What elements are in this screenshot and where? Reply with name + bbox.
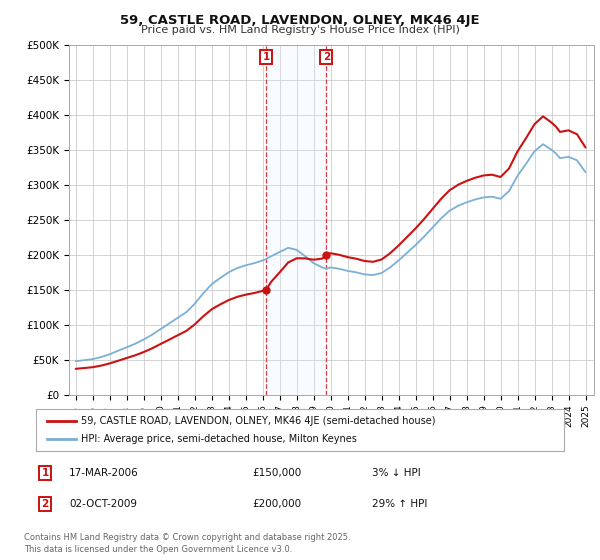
FancyBboxPatch shape bbox=[36, 409, 564, 451]
Text: 1: 1 bbox=[263, 52, 270, 62]
Text: HPI: Average price, semi-detached house, Milton Keynes: HPI: Average price, semi-detached house,… bbox=[81, 434, 357, 444]
Text: 02-OCT-2009: 02-OCT-2009 bbox=[69, 499, 137, 509]
Text: Contains HM Land Registry data © Crown copyright and database right 2025.
This d: Contains HM Land Registry data © Crown c… bbox=[24, 533, 350, 554]
Text: 59, CASTLE ROAD, LAVENDON, OLNEY, MK46 4JE (semi-detached house): 59, CASTLE ROAD, LAVENDON, OLNEY, MK46 4… bbox=[81, 416, 436, 426]
Bar bbox=[266, 45, 326, 395]
Text: 29% ↑ HPI: 29% ↑ HPI bbox=[372, 499, 427, 509]
Text: Price paid vs. HM Land Registry's House Price Index (HPI): Price paid vs. HM Land Registry's House … bbox=[140, 25, 460, 35]
Text: 59, CASTLE ROAD, LAVENDON, OLNEY, MK46 4JE: 59, CASTLE ROAD, LAVENDON, OLNEY, MK46 4… bbox=[120, 14, 480, 27]
Text: £150,000: £150,000 bbox=[252, 468, 301, 478]
Text: 3% ↓ HPI: 3% ↓ HPI bbox=[372, 468, 421, 478]
Text: 2: 2 bbox=[41, 499, 49, 509]
Text: 1: 1 bbox=[41, 468, 49, 478]
Text: 17-MAR-2006: 17-MAR-2006 bbox=[69, 468, 139, 478]
Text: £200,000: £200,000 bbox=[252, 499, 301, 509]
Text: 2: 2 bbox=[323, 52, 330, 62]
